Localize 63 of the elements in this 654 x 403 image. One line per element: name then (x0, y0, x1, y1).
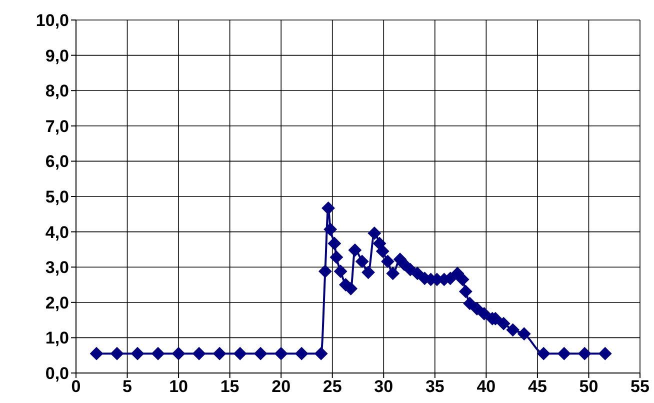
point (356, 254, 369, 268)
point (295, 347, 308, 360)
point (328, 236, 341, 250)
y-tick-label: 10,0 (36, 11, 69, 30)
point (131, 347, 144, 360)
point (152, 347, 165, 360)
point (234, 347, 247, 360)
point (368, 226, 381, 240)
y-tick-label: 7,0 (45, 116, 69, 136)
x-tick-label: 10 (169, 377, 188, 396)
point (578, 347, 592, 360)
x-tick-label: 15 (220, 377, 240, 396)
point (598, 347, 612, 360)
x-tick-label: 45 (528, 377, 547, 396)
point (314, 347, 328, 360)
point (362, 266, 375, 279)
point (192, 347, 206, 360)
point (322, 202, 335, 215)
y-tick-label: 8,0 (45, 82, 69, 101)
x-tick-label: 5 (122, 377, 132, 396)
point (386, 266, 400, 280)
point (537, 347, 550, 360)
y-tick-label: 9,0 (45, 46, 69, 66)
point (90, 347, 104, 360)
point (456, 272, 470, 286)
point (172, 347, 186, 360)
point (376, 244, 390, 258)
y-tick-label: 3,0 (45, 258, 69, 278)
y-tick-label: 6,0 (45, 152, 69, 172)
point (410, 266, 424, 280)
y-tick-label: 0,0 (45, 364, 69, 384)
y-tick-label: 1,0 (45, 328, 69, 348)
x-tick-label: 55 (630, 377, 650, 396)
point (318, 264, 332, 278)
point (334, 264, 348, 278)
point (348, 244, 362, 257)
x-tick-label: 0 (71, 377, 81, 396)
point (373, 236, 386, 250)
point (324, 222, 337, 236)
point (470, 302, 484, 316)
point (344, 282, 358, 296)
point (330, 250, 343, 264)
x-tick-label: 20 (272, 377, 291, 396)
x-tick-label: 35 (425, 377, 444, 396)
point (518, 327, 531, 340)
x-tick-label: 25 (322, 377, 342, 396)
y-tick-label: 4,0 (45, 222, 69, 242)
x-tick-label: 30 (374, 377, 394, 396)
point (381, 254, 394, 268)
x-tick-label: 40 (476, 377, 496, 396)
point (463, 296, 476, 310)
point (506, 323, 520, 336)
point (213, 347, 226, 360)
point (478, 307, 491, 320)
point (110, 347, 124, 360)
point (459, 284, 472, 298)
x-tick-label: 50 (579, 377, 598, 396)
y-tick-label: 2,0 (45, 293, 69, 312)
point (254, 347, 268, 360)
y-tick-label: 5,0 (45, 188, 69, 207)
point (558, 347, 571, 360)
point (274, 347, 288, 360)
point (497, 317, 510, 330)
